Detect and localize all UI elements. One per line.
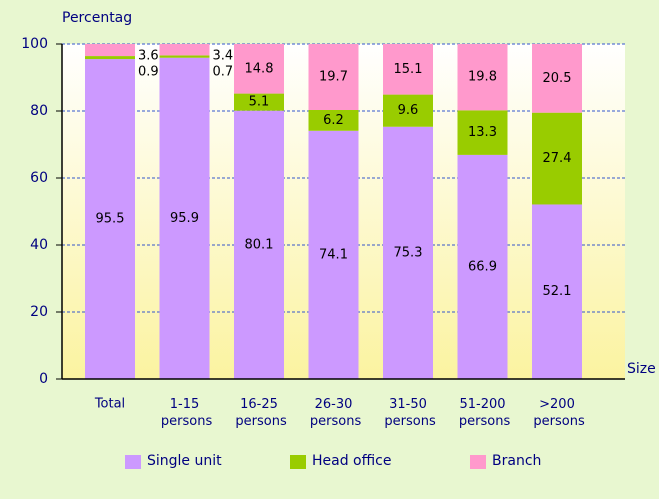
- legend-label: Branch: [492, 453, 541, 469]
- data-label: 74.1: [319, 247, 348, 262]
- bar-segment: [383, 126, 433, 380]
- data-label: 13.3: [468, 125, 497, 140]
- data-label: 6.2: [323, 113, 344, 128]
- y-tick-label: 100: [21, 36, 48, 52]
- data-label: 80.1: [245, 237, 274, 252]
- bar-segment: [308, 109, 359, 131]
- data-label: 3.4: [213, 49, 234, 64]
- x-tick-label: 31-50 persons: [380, 397, 436, 429]
- data-label: 19.7: [319, 69, 348, 84]
- bar-segment: [457, 44, 508, 111]
- y-tick-label: 40: [30, 237, 48, 253]
- data-label: 9.6: [398, 103, 419, 118]
- x-tick-label: 26-30 persons: [306, 397, 362, 429]
- data-label: 95.9: [170, 211, 199, 226]
- data-label: 0.7: [213, 65, 234, 80]
- data-label: 95.5: [96, 212, 125, 227]
- data-label: 52.1: [543, 284, 572, 299]
- bar-segment: [532, 44, 582, 113]
- bar-segment: [383, 94, 433, 127]
- bar-segment: [159, 55, 210, 58]
- data-label: 3.6: [138, 49, 159, 64]
- bar-segment: [532, 112, 582, 205]
- x-tick-label: 16-25 persons: [231, 397, 287, 429]
- data-label: 19.8: [468, 70, 497, 85]
- y-tick-label: 80: [30, 103, 48, 119]
- legend-swatch: [470, 455, 486, 469]
- bar-segment: [234, 93, 284, 111]
- data-label: 0.9: [138, 65, 159, 80]
- y-axis-label: Percentag: [62, 10, 132, 26]
- x-tick-label: >200 persons: [529, 397, 585, 429]
- x-tick-label: Total: [94, 397, 125, 412]
- data-label: 75.3: [394, 245, 423, 260]
- legend-label: Head office: [312, 453, 391, 469]
- data-label: 27.4: [543, 151, 572, 166]
- legend-swatch: [125, 455, 141, 469]
- y-tick-label: 60: [30, 170, 48, 186]
- bar-segment: [532, 204, 582, 379]
- bar-segment: [159, 44, 210, 56]
- bar-segment: [308, 44, 359, 110]
- legend-label: Single unit: [147, 453, 222, 469]
- bar-segment: [383, 44, 433, 95]
- x-tick-label: 1-15 persons: [157, 397, 213, 429]
- y-tick-label: 20: [30, 304, 48, 320]
- bar-segment: [159, 57, 210, 380]
- data-label: 14.8: [245, 61, 274, 76]
- bar-segment: [85, 56, 135, 60]
- bar-segment: [308, 130, 359, 379]
- x-tick-label: 51-200 persons: [455, 397, 511, 429]
- legend-swatch: [290, 455, 306, 469]
- data-label: 15.1: [394, 62, 423, 77]
- data-label: 5.1: [249, 95, 270, 110]
- bar-segment: [85, 44, 135, 57]
- data-label: 20.5: [543, 71, 572, 86]
- x-axis-label: Size: [627, 361, 656, 377]
- bar-segment: [234, 44, 284, 94]
- bar-segment: [85, 59, 135, 379]
- bar-segment: [457, 154, 508, 379]
- bar-segment: [457, 110, 508, 155]
- bar-segment: [234, 110, 284, 379]
- y-tick-label: 0: [39, 371, 48, 387]
- data-label: 66.9: [468, 259, 497, 274]
